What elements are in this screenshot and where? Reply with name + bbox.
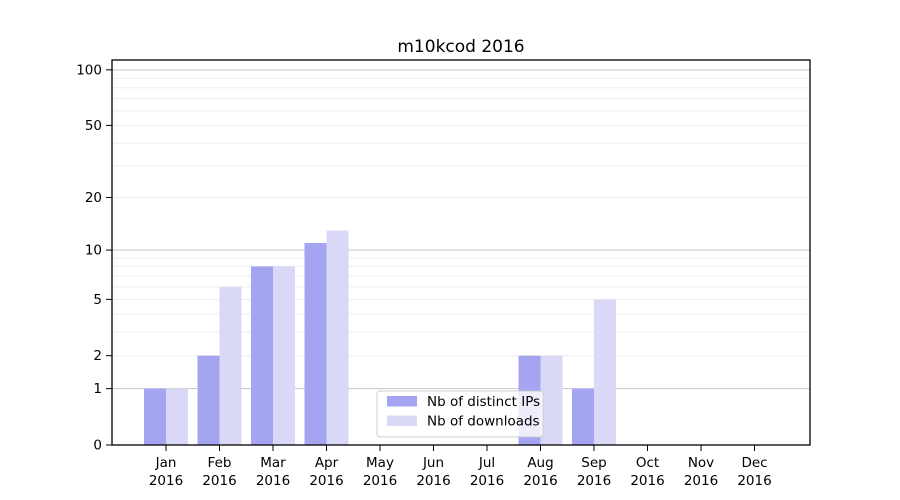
x-axis: Jan 2016 Feb 2016 Mar 2016 Apr 2016 May 2016 Jun 20…	[149, 445, 772, 489]
bar-distinct-ips-sep	[572, 388, 594, 445]
x-tick-label-year: 2016	[149, 473, 183, 489]
x-tick-label-year: 2016	[684, 473, 718, 489]
legend-box	[376, 390, 544, 438]
x-tick-label-year: 2016	[470, 473, 504, 489]
x-tick-label-month: Apr	[315, 455, 339, 471]
x-tick-label-month: Feb	[208, 455, 232, 471]
y-tick-label: 10	[85, 243, 102, 259]
bar-distinct-ips-feb	[197, 355, 220, 445]
y-axis: 0 1 2 5 10 20 50 100	[76, 62, 112, 454]
y-tick-label: 1	[93, 381, 102, 397]
bar-distinct-ips-apr	[304, 243, 327, 445]
x-tick-label-month: Mar	[260, 455, 286, 471]
bar-downloads-mar	[273, 266, 295, 445]
bar-downloads-feb	[219, 286, 242, 445]
x-tick-label-year: 2016	[202, 473, 236, 489]
y-tick-label: 5	[93, 292, 102, 308]
x-tick-label-year: 2016	[577, 473, 611, 489]
x-tick-label-month: Nov	[688, 455, 714, 471]
bars	[144, 230, 616, 445]
y-tick-label: 100	[76, 62, 102, 78]
chart-title: m10kcod 2016	[397, 37, 524, 57]
x-tick-label-year: 2016	[363, 473, 397, 489]
legend: Nb of distinct IPs Nb of downloads	[376, 390, 544, 438]
x-tick-label-month: Dec	[741, 455, 767, 471]
x-tick-label-year: 2016	[309, 473, 343, 489]
bar-downloads-sep	[594, 299, 616, 445]
legend-label-distinct-ips: Nb of distinct IPs	[427, 394, 540, 410]
bar-distinct-ips-mar	[251, 266, 273, 445]
y-tick-label: 20	[85, 190, 102, 206]
x-tick-label-year: 2016	[737, 473, 771, 489]
bar-distinct-ips-jan	[144, 388, 166, 445]
y-tick-label: 0	[93, 438, 102, 454]
gridlines	[112, 69, 810, 390]
x-tick-label-month: May	[366, 455, 394, 471]
x-tick-label-year: 2016	[523, 473, 557, 489]
bar-downloads-jan	[166, 388, 188, 445]
x-tick-label-month: Jun	[422, 455, 444, 471]
plot-border	[111, 59, 811, 446]
x-tick-label-month: Sep	[581, 455, 606, 471]
bar-downloads-apr	[326, 230, 349, 445]
bar-downloads-aug	[540, 355, 563, 445]
y-tick-label: 50	[85, 118, 102, 134]
legend-label-downloads: Nb of downloads	[427, 414, 540, 430]
x-tick-label-month: Jul	[478, 455, 495, 471]
x-tick-label-month: Jan	[155, 455, 177, 471]
x-tick-label-year: 2016	[630, 473, 664, 489]
legend-swatch-distinct-ips	[387, 396, 417, 407]
x-tick-label-month: Aug	[527, 455, 553, 471]
legend-swatch-downloads	[387, 415, 417, 426]
x-tick-label-year: 2016	[416, 473, 450, 489]
y-tick-label: 2	[93, 348, 102, 364]
x-tick-label-year: 2016	[256, 473, 290, 489]
x-tick-label-month: Oct	[636, 455, 659, 471]
